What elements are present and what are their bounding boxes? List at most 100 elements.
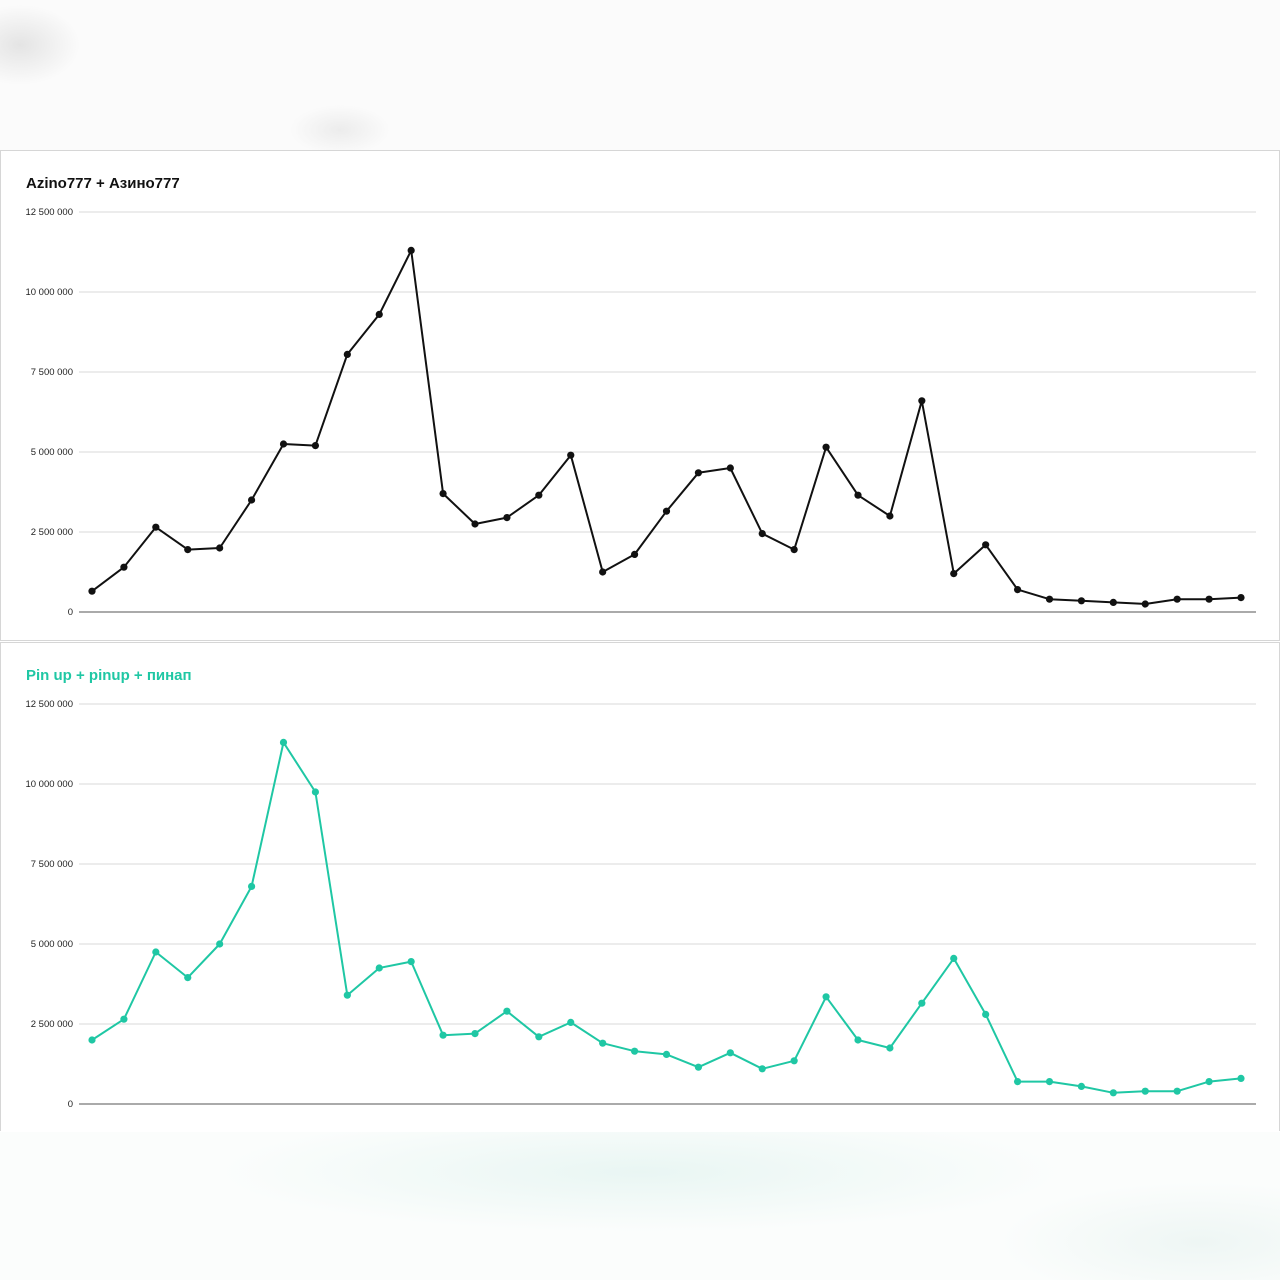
data-point — [247, 496, 256, 504]
data-point — [1077, 1082, 1086, 1090]
chart-title: Azino777 + Азино777 — [26, 175, 180, 192]
data-point — [694, 1063, 703, 1071]
y-tick-label: 10 000 000 — [25, 779, 73, 790]
data-point — [918, 397, 926, 405]
data-point — [471, 1030, 479, 1038]
series-line — [91, 249, 1242, 605]
data-point — [88, 587, 96, 595]
data-point — [503, 1007, 511, 1015]
data-point — [407, 958, 415, 966]
data-point — [950, 954, 958, 962]
data-point — [1013, 586, 1022, 594]
photo-backdrop-bottom — [0, 1132, 1280, 1280]
data-point — [120, 1015, 128, 1023]
data-point — [918, 999, 926, 1007]
data-point — [343, 350, 351, 358]
data-point — [1109, 598, 1117, 606]
data-point — [279, 738, 288, 746]
y-tick-label: 7 500 000 — [31, 367, 73, 378]
data-point — [886, 512, 894, 520]
y-tick-label: 12 500 000 — [25, 207, 73, 218]
chart-title: Pin up + pinup + пинап — [26, 667, 192, 684]
y-tick-label: 2 500 000 — [31, 527, 73, 538]
photo-backdrop-top — [0, 0, 1280, 150]
data-point — [1173, 1087, 1181, 1095]
series-line-layer — [91, 249, 1242, 605]
chart-panel-pinup: Pin up + pinup + пинап 0 2 500 000 5 000 0… — [0, 642, 1280, 1131]
data-point — [726, 1049, 734, 1057]
data-point — [311, 442, 320, 450]
series-points — [88, 246, 1245, 608]
data-point — [854, 1036, 862, 1044]
data-point — [630, 1047, 639, 1055]
data-point — [1045, 1078, 1054, 1086]
data-point — [311, 788, 320, 796]
data-point — [599, 1039, 607, 1047]
data-point — [758, 530, 766, 538]
data-point — [535, 491, 543, 499]
data-point — [439, 1031, 447, 1039]
data-point — [1205, 595, 1213, 603]
data-point — [790, 1057, 798, 1065]
data-point — [1045, 595, 1054, 603]
data-point — [1237, 594, 1245, 602]
data-point — [184, 974, 192, 982]
y-tick-label: 7 500 000 — [31, 859, 73, 870]
data-point — [726, 464, 734, 472]
data-point — [343, 991, 351, 999]
data-point — [822, 993, 830, 1001]
data-point — [184, 546, 192, 554]
data-point — [630, 550, 639, 558]
data-point — [88, 1036, 96, 1044]
y-tick-label: 10 000 000 — [25, 287, 73, 298]
data-point — [1141, 1087, 1149, 1095]
data-point — [694, 469, 703, 477]
y-tick-label: 5 000 000 — [31, 447, 73, 458]
series-line-layer — [91, 741, 1242, 1094]
y-axis-ticks: 0 2 500 000 5 000 000 7 500 000 10 000 000 12… — [25, 207, 73, 618]
data-point — [854, 491, 862, 499]
data-point — [407, 246, 415, 254]
data-point — [982, 1010, 990, 1018]
data-point — [439, 490, 447, 498]
data-point — [1077, 597, 1086, 605]
data-point — [535, 1033, 543, 1041]
y-tick-label: 5 000 000 — [31, 939, 73, 950]
data-point — [790, 546, 798, 554]
data-point — [216, 544, 224, 552]
data-point — [152, 523, 160, 531]
data-point — [375, 310, 383, 318]
data-point — [1141, 600, 1149, 608]
y-tick-label: 2 500 000 — [31, 1019, 73, 1030]
data-point — [247, 882, 256, 890]
data-point — [822, 443, 830, 451]
data-point — [1013, 1078, 1022, 1086]
data-point — [279, 440, 288, 448]
data-point — [120, 563, 128, 571]
y-tick-label: 0 — [68, 607, 73, 618]
data-point — [1173, 595, 1181, 603]
data-point — [950, 570, 958, 578]
data-point — [599, 568, 607, 576]
data-point — [503, 514, 511, 522]
data-point — [567, 1018, 575, 1026]
data-point — [1205, 1078, 1213, 1086]
data-point — [662, 507, 671, 515]
data-point — [758, 1065, 766, 1073]
y-tick-label: 0 — [68, 1099, 73, 1110]
data-point — [152, 948, 160, 956]
data-point — [1237, 1074, 1245, 1082]
series-line — [91, 741, 1242, 1094]
data-point — [662, 1050, 671, 1058]
series-points — [88, 738, 1245, 1097]
data-point — [1109, 1089, 1117, 1097]
data-point — [567, 451, 575, 459]
gridlines — [79, 211, 1256, 613]
data-point — [375, 964, 383, 972]
line-chart-pinup: Pin up + pinup + пинап 0 2 500 000 5 000 0… — [25, 667, 1256, 1110]
data-point — [886, 1044, 894, 1052]
data-point — [471, 520, 479, 528]
gridlines — [79, 703, 1256, 1105]
line-chart-azino: Azino777 + Азино777 0 2 500 000 5 000 000 7… — [25, 175, 1256, 618]
y-tick-label: 12 500 000 — [25, 699, 73, 710]
